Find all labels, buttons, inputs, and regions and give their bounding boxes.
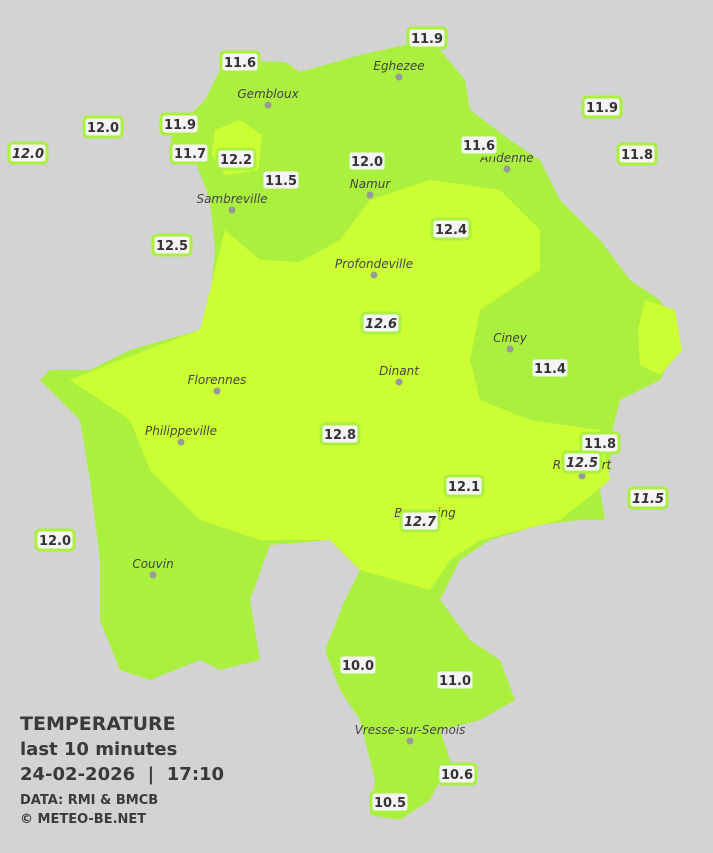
station-box (34, 528, 76, 552)
station-box (169, 141, 211, 165)
city-label: Gembloux (237, 87, 299, 101)
city-dot (395, 73, 403, 81)
station-box (151, 233, 193, 257)
station-box (360, 311, 402, 335)
station-box (458, 133, 500, 157)
legend-subtitle: last 10 minutes (20, 739, 177, 760)
city-dot (503, 165, 511, 173)
station-box (399, 509, 441, 533)
station-value: 11.7 (174, 147, 206, 162)
city-dot (228, 206, 236, 214)
station-box (319, 422, 361, 446)
station-box (260, 168, 302, 192)
station-box (627, 486, 669, 510)
station-box (406, 26, 448, 50)
station-value: 12.5 (156, 239, 188, 254)
station-value: 12.1 (448, 480, 480, 495)
warm-zone (638, 300, 682, 375)
station-value: 12.0 (87, 121, 119, 136)
station-value: 10.0 (342, 659, 374, 674)
station-value: 12.5 (566, 456, 598, 471)
station-value: 11.9 (586, 101, 618, 116)
station-value: 12.4 (435, 223, 467, 238)
station-box (7, 141, 49, 165)
city-dot (366, 191, 374, 199)
station-value: 12.0 (12, 147, 44, 162)
station-value: 11.8 (621, 148, 653, 163)
legend-title: TEMPERATURE (20, 713, 176, 735)
station-value: 12.2 (220, 153, 252, 168)
city-dot (149, 571, 157, 579)
city-label: Ciney (493, 331, 528, 345)
station-value: 12.6 (365, 317, 397, 332)
station-value: 11.0 (439, 674, 471, 689)
station-box (434, 668, 476, 692)
station-box (159, 112, 201, 136)
station-box (561, 450, 603, 474)
station-box (581, 95, 623, 119)
city-dot (395, 378, 403, 386)
station-box (436, 762, 478, 786)
station-value: 11.5 (265, 174, 297, 189)
city-dot (506, 345, 514, 353)
station-value: 12.7 (404, 515, 437, 530)
legend-source: DATA: RMI & BMCB (20, 793, 158, 808)
station-box (215, 147, 257, 171)
city-label: Philippeville (145, 424, 217, 438)
station-value: 11.5 (632, 492, 664, 507)
station-value: 10.5 (374, 796, 406, 811)
station-box (346, 149, 388, 173)
station-value: 12.0 (351, 155, 383, 170)
station-box (529, 356, 571, 380)
station-box (430, 217, 472, 241)
station-value: 12.8 (324, 428, 356, 443)
city-dot (264, 101, 272, 109)
station-value: 11.6 (224, 56, 256, 71)
city-label: Vresse-sur-Semois (355, 723, 466, 737)
city-label: Dinant (379, 364, 420, 378)
city-dot (177, 438, 185, 446)
legend-timestamp: 24-02-2026 | 17:10 (20, 764, 224, 785)
station-value: 11.4 (534, 362, 566, 377)
station-value: 11.9 (411, 32, 443, 47)
station-box (337, 653, 379, 677)
city-label: Profondeville (335, 257, 413, 271)
city-label: Namur (350, 177, 392, 191)
city-label: Eghezee (373, 59, 424, 73)
station-box (369, 790, 411, 814)
station-value: 11.9 (164, 118, 196, 133)
station-value: 12.0 (39, 534, 71, 549)
city-label: Couvin (132, 557, 173, 571)
city-dot (406, 737, 414, 745)
city-label: Sambreville (196, 192, 267, 206)
station-value: 10.6 (441, 768, 473, 783)
station-box (82, 115, 124, 139)
station-box (443, 474, 485, 498)
station-box (219, 50, 261, 74)
city-dot (578, 472, 586, 480)
city-dot (370, 271, 378, 279)
legend-credit: © METEO-BE.NET (20, 812, 146, 827)
city-label: Florennes (188, 373, 247, 387)
city-dot (213, 387, 221, 395)
station-box (616, 142, 658, 166)
station-value: 11.8 (584, 437, 616, 452)
station-value: 11.6 (463, 139, 495, 154)
legend: TEMPERATURE last 10 minutes 24-02-2026 |… (20, 713, 224, 827)
